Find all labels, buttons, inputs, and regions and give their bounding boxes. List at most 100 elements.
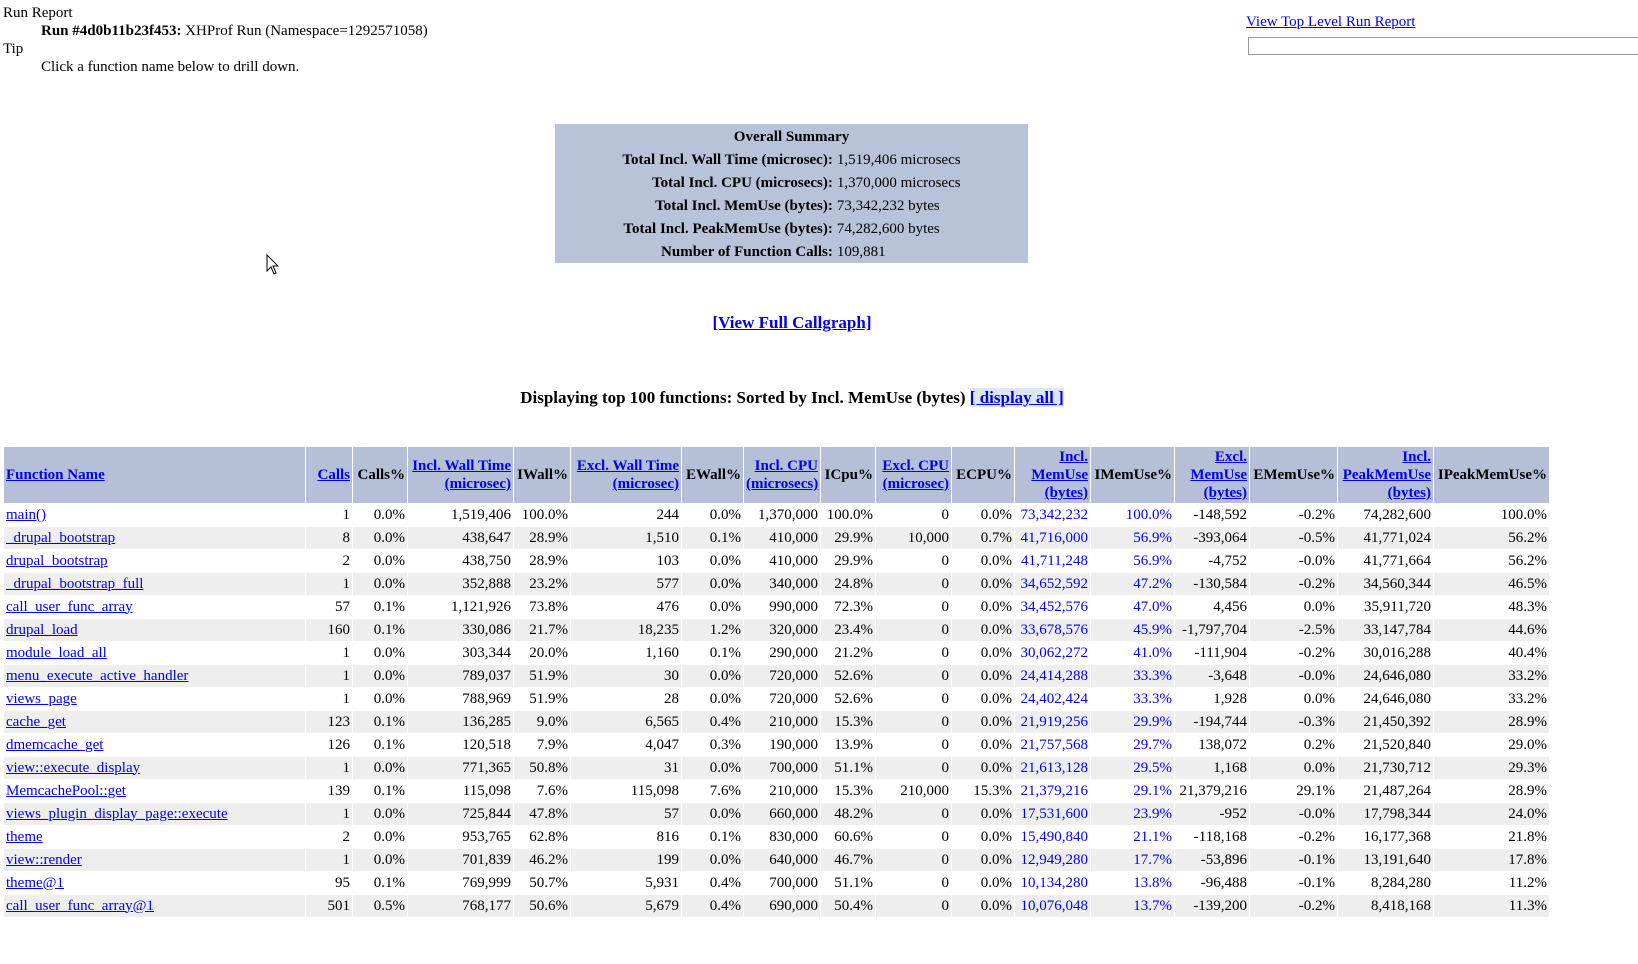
metric-cell: 33.2%	[1434, 688, 1549, 710]
function-link[interactable]: view::render	[6, 851, 82, 868]
function-link[interactable]: main()	[6, 506, 46, 523]
metric-cell: -0.0%	[1250, 665, 1337, 687]
metric-cell: 34,652,592	[1015, 573, 1090, 595]
sort-link[interactable]: Calls	[317, 467, 350, 483]
metric-cell: 21.1%	[1091, 826, 1174, 848]
metric-cell: 210,000	[744, 780, 820, 802]
metric-cell: 771,365	[408, 757, 513, 779]
sort-link[interactable]: Incl. MemUse (bytes)	[1031, 449, 1088, 501]
metric-cell: 0.0%	[353, 849, 407, 871]
metric-cell: 789,037	[408, 665, 513, 687]
function-cell: theme@1	[4, 872, 305, 894]
column-header: IWall%	[514, 447, 570, 503]
metric-cell: 0.0%	[952, 550, 1014, 572]
metric-cell: 0	[876, 619, 951, 641]
metric-cell: 0	[876, 711, 951, 733]
metric-cell: 74,282,600	[1338, 504, 1433, 526]
function-link[interactable]: theme	[6, 828, 43, 845]
metric-cell: 0.1%	[353, 711, 407, 733]
metric-cell: 115,098	[571, 780, 681, 802]
function-link[interactable]: view::execute_display	[6, 759, 141, 776]
metric-cell: -96,488	[1175, 872, 1249, 894]
metric-cell: 24.0%	[1434, 803, 1549, 825]
metric-cell: 1	[306, 849, 352, 871]
metric-cell: 640,000	[744, 849, 820, 871]
function-row: MemcachePool::get 139 0.1% 115,098 7.6% 115,0…	[4, 780, 1549, 802]
function-link[interactable]: call_user_func_array	[6, 598, 133, 615]
metric-cell: 0.0%	[682, 803, 743, 825]
metric-cell: 34,452,576	[1015, 596, 1090, 618]
metric-cell: 0.0%	[952, 642, 1014, 664]
metric-cell: 21,520,840	[1338, 734, 1433, 756]
metric-cell: 41,711,248	[1015, 550, 1090, 572]
function-link[interactable]: _drupal_bootstrap	[6, 529, 116, 546]
function-link[interactable]: MemcachePool::get	[6, 782, 126, 799]
sort-link[interactable]: Excl. CPU (microsec)	[882, 458, 949, 492]
sort-link[interactable]: Incl. CPU (microsecs)	[746, 458, 819, 492]
sort-link[interactable]: Function Name	[6, 467, 105, 483]
metric-cell: 352,888	[408, 573, 513, 595]
metric-cell: 0	[876, 550, 951, 572]
metric-cell: 17,798,344	[1338, 803, 1433, 825]
metric-cell: -0.1%	[1250, 849, 1337, 871]
summary-label: Total Incl. CPU (microsecs):	[652, 175, 833, 191]
sort-link[interactable]: Incl. PeakMemUse (bytes)	[1342, 449, 1431, 501]
sort-link[interactable]: Excl. MemUse (bytes)	[1190, 449, 1247, 501]
metric-cell: 330,086	[408, 619, 513, 641]
metric-cell: 120,518	[408, 734, 513, 756]
metric-cell: 41,771,664	[1338, 550, 1433, 572]
metric-cell: -4,752	[1175, 550, 1249, 572]
function-link[interactable]: module_load_all	[6, 644, 107, 661]
display-all-link[interactable]: [ display all ]	[969, 388, 1064, 407]
metric-cell: 2	[306, 550, 352, 572]
function-link[interactable]: dmemcache_get	[6, 736, 104, 753]
metric-cell: 0	[876, 734, 951, 756]
function-link[interactable]: _drupal_bootstrap_full	[6, 575, 144, 592]
metric-cell: 41,771,024	[1338, 527, 1433, 549]
function-link[interactable]: views_page	[6, 690, 77, 707]
metric-cell: -2.5%	[1250, 619, 1337, 641]
sort-link[interactable]: Excl. Wall Time (microsec)	[576, 458, 679, 492]
function-link[interactable]: drupal_load	[6, 621, 78, 638]
function-row: view::execute_display 1 0.0% 771,365 50.8% 31…	[4, 757, 1549, 779]
metric-cell: 0.0%	[952, 872, 1014, 894]
top-level-link[interactable]: View Top Level Run Report	[1246, 14, 1416, 30]
column-header: Calls	[306, 447, 352, 503]
sort-link[interactable]: Incl. Wall Time (microsec)	[412, 458, 511, 492]
metric-cell: 20.0%	[514, 642, 570, 664]
metric-cell: 7.9%	[514, 734, 570, 756]
metric-cell: 16,177,368	[1338, 826, 1433, 848]
function-link[interactable]: views_plugin_display_page::execute	[6, 805, 228, 822]
function-link[interactable]: theme@1	[6, 874, 64, 891]
callgraph-link[interactable]: [View Full Callgraph]	[712, 313, 872, 332]
metric-cell: 0.0%	[353, 688, 407, 710]
metric-cell: 0.0%	[353, 826, 407, 848]
function-link[interactable]: cache_get	[6, 713, 66, 730]
column-header: Excl. CPU (microsec)	[876, 447, 951, 503]
function-cell: view::execute_display	[4, 757, 305, 779]
metric-cell: 5,931	[571, 872, 681, 894]
column-header: ECPU%	[952, 447, 1014, 503]
metric-cell: 1	[306, 642, 352, 664]
function-cell: _drupal_bootstrap_full	[4, 573, 305, 595]
run-report-label: Run Report	[3, 5, 73, 21]
metric-cell: 6,565	[571, 711, 681, 733]
metric-cell: 7.6%	[514, 780, 570, 802]
metric-cell: 21,379,216	[1175, 780, 1249, 802]
function-link[interactable]: menu_execute_active_handler	[6, 667, 189, 684]
metric-cell: 40.4%	[1434, 642, 1549, 664]
metric-cell: 138,072	[1175, 734, 1249, 756]
metric-cell: 46.2%	[514, 849, 570, 871]
metric-cell: 0.0%	[952, 573, 1014, 595]
metric-cell: 0.0%	[353, 573, 407, 595]
metric-cell: 30,016,288	[1338, 642, 1433, 664]
metric-cell: 0.0%	[353, 504, 407, 526]
search-input[interactable]	[1248, 37, 1638, 55]
function-link[interactable]: drupal_bootstrap	[6, 552, 108, 569]
metric-cell: -194,744	[1175, 711, 1249, 733]
function-row: _drupal_bootstrap_full 1 0.0% 352,888 23.2% 5…	[4, 573, 1549, 595]
metric-cell: 9.0%	[514, 711, 570, 733]
metric-cell: 0.0%	[353, 757, 407, 779]
column-header: EWall%	[682, 447, 743, 503]
function-link[interactable]: call_user_func_array@1	[6, 897, 154, 914]
